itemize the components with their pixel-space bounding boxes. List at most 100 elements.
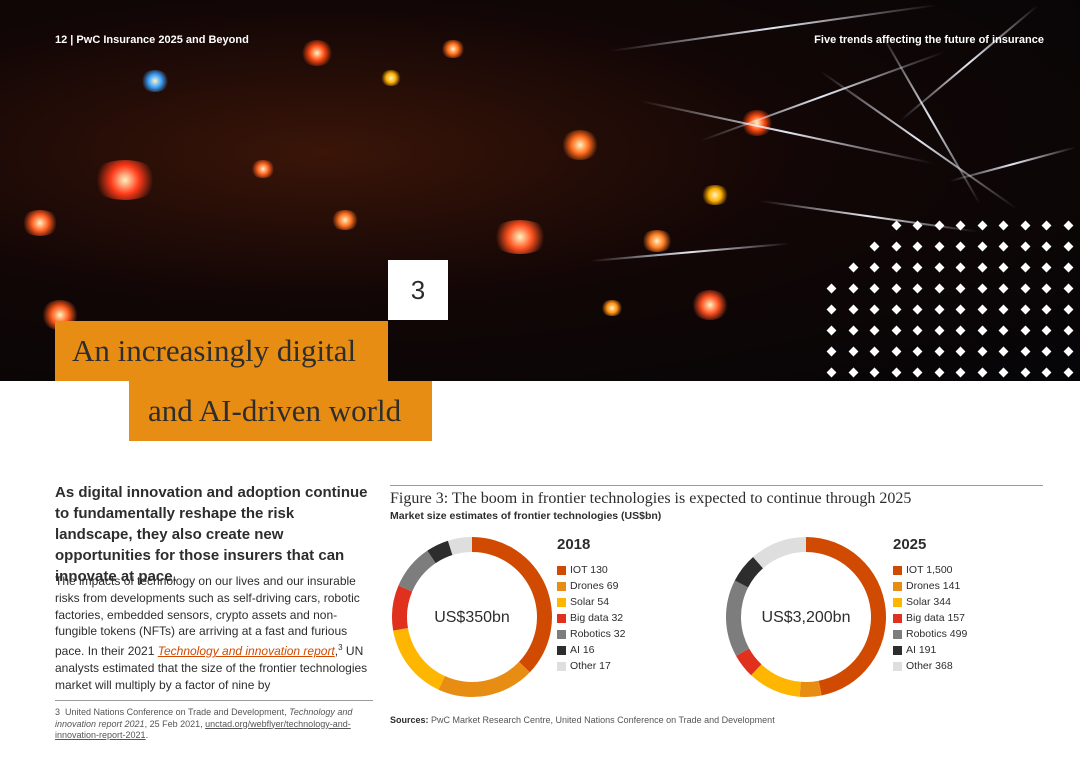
diamond-dot (955, 367, 966, 378)
page-header-left: 12 | PwC Insurance 2025 and Beyond (55, 34, 249, 46)
diamond-dot (869, 304, 880, 315)
footnote-url[interactable]: unctad.org/webflyer/technology-and-innov… (55, 718, 351, 741)
donut-center-label-2025: US$3,200bn (761, 609, 851, 626)
light-glow (300, 40, 334, 66)
light-glow (330, 210, 360, 230)
diamond-dot (1041, 346, 1052, 357)
light-glow (640, 230, 674, 252)
diamond-dot (955, 241, 966, 252)
sources-label: Sources: (390, 715, 429, 725)
diamond-dot (826, 325, 837, 336)
diamond-dot (1020, 283, 1030, 294)
diamond-dot (891, 367, 901, 378)
diamond-dot (826, 304, 837, 315)
diamond-dot (1063, 325, 1073, 336)
diamond-dot (912, 367, 923, 378)
diamond-dot (1063, 241, 1073, 252)
diamond-dot (891, 346, 901, 357)
diamond-dot (934, 220, 944, 231)
hero-image: 12 | PwC Insurance 2025 and Beyond Five … (0, 0, 1080, 381)
legend-swatch (893, 613, 902, 623)
donut-slice-solar (393, 628, 445, 690)
diamond-dot (1020, 346, 1030, 357)
legend-item: Other 17 (557, 658, 625, 674)
diamond-dot (998, 283, 1009, 294)
footnote: 3 United Nations Conference on Trade and… (55, 707, 373, 742)
diamond-dot (1063, 220, 1073, 231)
diamond-dot (934, 262, 944, 273)
diamond-dot (826, 283, 837, 294)
diamond-dot (934, 367, 944, 378)
footnote-end: . (145, 730, 149, 740)
donut-chart-2025 (726, 537, 887, 697)
legend-2018: IOT 130 Drones 69 Solar 54 Big data 32 Robot… (557, 562, 625, 674)
light-glow (90, 160, 160, 200)
footnote-ref[interactable]: 3 (338, 643, 343, 653)
diamond-dot (869, 283, 880, 294)
diamond-dot (912, 262, 923, 273)
diamond-dot (998, 367, 1009, 378)
donut-slice-other (753, 537, 806, 569)
chapter-title-text-2: and AI-driven world (148, 393, 402, 428)
diamond-dot (955, 325, 966, 336)
diamond-dot (1041, 367, 1052, 378)
diamond-dot (955, 220, 966, 231)
diamond-dot (977, 304, 987, 315)
diamond-dot (891, 304, 901, 315)
diamond-dot (955, 283, 966, 294)
diamond-dot (1063, 346, 1073, 357)
diamond-dot (1020, 304, 1030, 315)
diamond-dot (1041, 325, 1052, 336)
diamond-dot (1041, 241, 1052, 252)
donut-chart-2018 (392, 537, 552, 697)
diamond-dot (1020, 325, 1030, 336)
diamond-dot (1041, 304, 1052, 315)
diamond-dot (912, 241, 923, 252)
sources-text: PwC Market Research Centre, United Natio… (428, 715, 775, 725)
donut-slice-ai (427, 540, 453, 564)
legend-label: Robotics 499 (906, 628, 968, 640)
light-streak (699, 51, 945, 142)
body-text-2: UN analysts estimated that the size of t… (55, 644, 368, 692)
light-streak (819, 70, 1018, 210)
legend-item: Solar 54 (557, 594, 625, 610)
diamond-dot (955, 262, 966, 273)
legend-label: IOT 1,500 (906, 564, 953, 576)
legend-label: IOT 130 (570, 564, 608, 576)
legend-item: Drones 141 (893, 578, 967, 594)
legend-swatch (557, 661, 566, 671)
donut-slice-big-data (736, 648, 762, 676)
diamond-dot (998, 325, 1009, 336)
legend-item: IOT 1,500 (893, 562, 967, 578)
diamond-dot (891, 241, 901, 252)
diamond-dot (1063, 304, 1073, 315)
footnote-text-1: United Nations Conference on Trade and D… (65, 707, 290, 717)
legend-item: AI 16 (557, 642, 625, 658)
diamond-dot (1020, 241, 1030, 252)
legend-swatch (557, 565, 566, 575)
light-glow (20, 210, 60, 236)
donut-center-label-2018: US$350bn (434, 609, 510, 626)
report-link[interactable]: Technology and innovation report (157, 644, 335, 659)
figure-title: Figure 3: The boom in frontier technolog… (390, 490, 912, 507)
figure-subtitle: Market size estimates of frontier techno… (390, 510, 662, 522)
legend-label: Drones 141 (906, 580, 961, 592)
donut-slice-other (447, 537, 472, 556)
diamond-dot (891, 283, 901, 294)
diamond-dot (1020, 262, 1030, 273)
diamond-dot (934, 304, 944, 315)
donut-slice-big-data (392, 585, 413, 631)
chart-year-2018: 2018 (557, 536, 591, 553)
diamond-dot (977, 346, 987, 357)
legend-label: Drones 69 (570, 580, 619, 592)
legend-label: Big data 157 (906, 612, 965, 624)
legend-item: Robotics 32 (557, 626, 625, 642)
diamond-dot (998, 304, 1009, 315)
diamond-dot (848, 304, 858, 315)
diamond-dot (955, 346, 966, 357)
legend-swatch (893, 597, 902, 607)
legend-2025: IOT 1,500 Drones 141 Solar 344 Big data 157… (893, 562, 967, 674)
legend-label: AI 191 (906, 644, 937, 656)
legend-item: Big data 32 (557, 610, 625, 626)
donut-slice-drones (438, 661, 530, 697)
